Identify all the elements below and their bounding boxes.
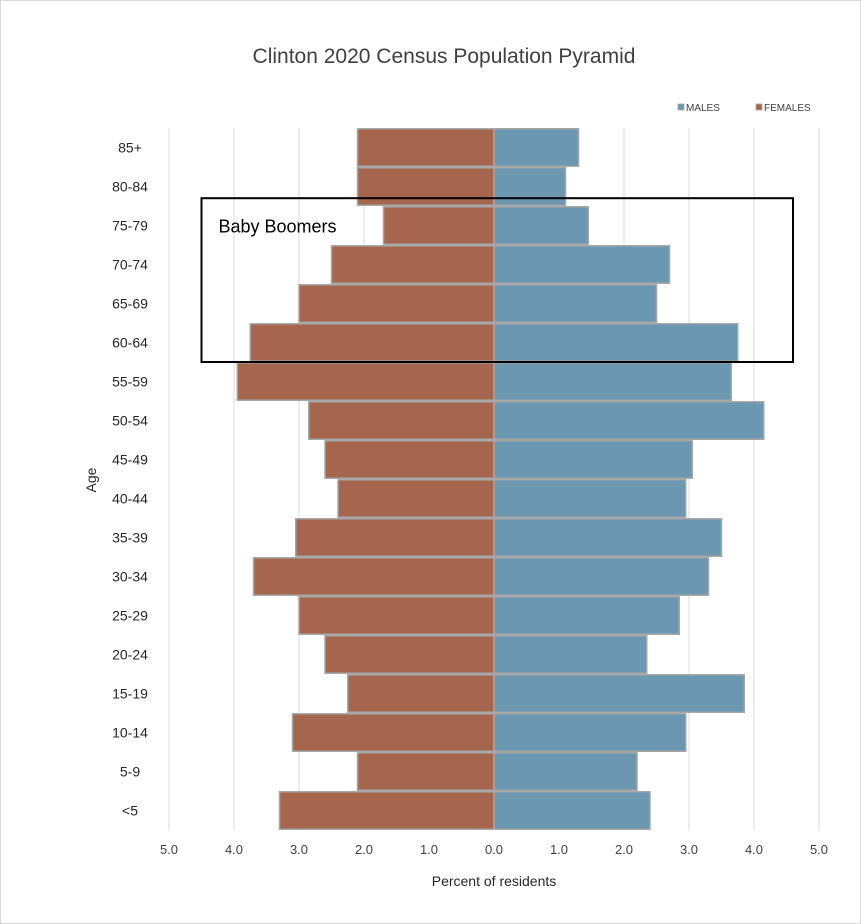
bar-females-20-24 — [324, 635, 495, 674]
bar-females-70-74 — [330, 245, 495, 284]
x-tick-label-2: 3.0 — [290, 842, 308, 857]
y-category-label-15: 10-14 — [112, 725, 148, 741]
bar-females-15-19 — [347, 674, 495, 713]
bar-males-10-14 — [493, 713, 687, 752]
x-axis-title: Percent of residents — [432, 873, 557, 889]
y-category-label-11: 30-34 — [112, 569, 148, 585]
x-axis-ticks: 5.0 4.0 3.0 2.0 1.0 0.0 1.0 2.0 3.0 4.0 5.0 — [160, 842, 828, 857]
legend-label-males: MALES — [686, 103, 720, 114]
x-tick-label-1: 4.0 — [225, 842, 243, 857]
bar-females-45-49 — [324, 440, 495, 479]
y-category-label-6: 55-59 — [112, 374, 148, 390]
x-tick-label-8: 3.0 — [680, 842, 698, 857]
y-category-label-5: 60-64 — [112, 335, 148, 351]
y-category-label-10: 35-39 — [112, 530, 148, 546]
y-axis-title: Age — [83, 467, 99, 492]
annotation-label-0: Baby Boomers — [219, 217, 337, 237]
y-category-label-0: 85+ — [118, 140, 142, 156]
bar-females-55-59 — [236, 362, 495, 401]
y-category-label-14: 15-19 — [112, 686, 148, 702]
bar-females-<5 — [278, 791, 495, 830]
x-tick-label-10: 5.0 — [810, 842, 828, 857]
bar-females-80-84 — [356, 167, 495, 206]
y-category-label-1: 80-84 — [112, 179, 148, 195]
legend: MALES FEMALES — [677, 103, 811, 114]
bar-females-85+ — [356, 128, 495, 167]
bar-males-15-19 — [493, 674, 745, 713]
grid-lines — [168, 128, 820, 830]
x-tick-label-4: 1.0 — [420, 842, 438, 857]
bar-females-30-34 — [252, 557, 495, 596]
y-category-label-4: 65-69 — [112, 296, 148, 312]
y-category-label-7: 50-54 — [112, 413, 148, 429]
y-category-label-16: 5-9 — [120, 764, 140, 780]
bar-females-60-64 — [249, 323, 495, 362]
bar-males-25-29 — [493, 596, 680, 635]
y-category-label-12: 25-29 — [112, 608, 148, 624]
annotation-box-0 — [200, 197, 794, 363]
x-tick-label-0: 5.0 — [160, 842, 178, 857]
y-category-label-17: <5 — [122, 803, 138, 819]
bar-females-65-69 — [298, 284, 495, 323]
annotation: Baby Boomers — [200, 197, 794, 363]
bars — [236, 128, 765, 830]
legend-label-females: FEMALES — [764, 103, 811, 114]
bar-males-40-44 — [493, 479, 687, 518]
bar-males-55-59 — [493, 362, 732, 401]
y-category-label-3: 70-74 — [112, 257, 148, 273]
bar-females-50-54 — [308, 401, 495, 440]
bar-males-65-69 — [493, 284, 658, 323]
x-tick-label-7: 2.0 — [615, 842, 633, 857]
bar-males-35-39 — [493, 518, 723, 557]
bar-females-35-39 — [295, 518, 495, 557]
bar-females-10-14 — [291, 713, 495, 752]
x-tick-label-6: 1.0 — [550, 842, 568, 857]
y-category-label-8: 45-49 — [112, 452, 148, 468]
bar-females-25-29 — [298, 596, 495, 635]
y-axis-categories: 85+ 80-84 75-79 70-74 65-69 60-64 55-59 50-54 45… — [112, 140, 148, 819]
bar-males-75-79 — [493, 206, 589, 245]
y-category-label-9: 40-44 — [112, 491, 148, 507]
x-tick-label-9: 4.0 — [745, 842, 763, 857]
bar-males-60-64 — [493, 323, 739, 362]
bar-males-50-54 — [493, 401, 765, 440]
x-tick-label-3: 2.0 — [355, 842, 373, 857]
bar-males-70-74 — [493, 245, 671, 284]
bar-males-<5 — [493, 791, 651, 830]
chart-title: Clinton 2020 Census Population Pyramid — [253, 45, 636, 68]
bar-males-20-24 — [493, 635, 648, 674]
bar-males-85+ — [493, 128, 580, 167]
bar-males-45-49 — [493, 440, 693, 479]
bar-males-30-34 — [493, 557, 710, 596]
legend-swatch-females — [755, 103, 763, 111]
y-category-label-13: 20-24 — [112, 647, 148, 663]
bar-females-5-9 — [356, 752, 495, 791]
x-tick-label-5: 0.0 — [485, 842, 503, 857]
y-category-label-2: 75-79 — [112, 218, 148, 234]
legend-swatch-males — [677, 103, 685, 111]
bar-females-75-79 — [382, 206, 495, 245]
bar-females-40-44 — [337, 479, 495, 518]
bar-males-80-84 — [493, 167, 567, 206]
bar-males-5-9 — [493, 752, 638, 791]
